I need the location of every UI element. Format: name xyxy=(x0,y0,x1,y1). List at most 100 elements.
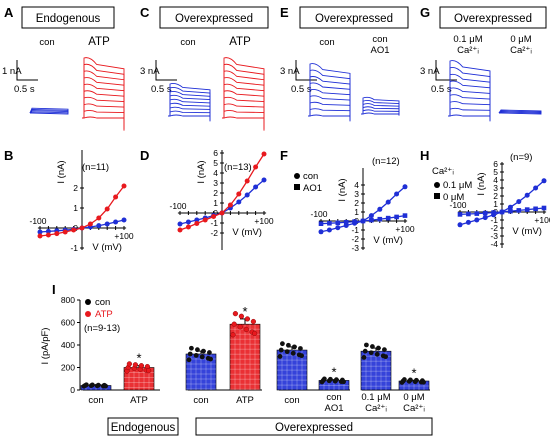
bar-data-point xyxy=(383,354,388,360)
y-axis-label: I (nA) xyxy=(196,160,207,183)
bar-data-point xyxy=(376,345,381,351)
legend-ca01-marker xyxy=(434,182,440,188)
svg-text:0.5 s: 0.5 s xyxy=(431,84,452,95)
significance-star: * xyxy=(136,351,141,366)
atp-trace xyxy=(82,77,125,127)
bar-data-point xyxy=(421,379,426,385)
atp-trace xyxy=(222,63,265,130)
panel-a-title: Endogenous xyxy=(36,13,101,25)
series-treat-point xyxy=(96,215,102,221)
y-tick-label: -1 xyxy=(490,215,498,225)
traces-g-zero-ca xyxy=(498,109,542,115)
bar-data-point xyxy=(238,313,245,319)
y-tick-label: 5 xyxy=(493,167,498,177)
y-tick-label: 1 xyxy=(493,199,498,209)
traces-e-control xyxy=(308,63,351,122)
bar-n-count: (n=9-13) xyxy=(84,323,120,334)
bar-data-point xyxy=(193,353,199,358)
bar-data-point xyxy=(250,318,257,325)
y-tick-label: 0 xyxy=(73,223,78,233)
y-tick-label: -2 xyxy=(351,234,359,244)
series-control-point xyxy=(104,221,110,227)
bar-data-point xyxy=(103,383,108,389)
series-treat-point xyxy=(236,191,242,197)
series-treat-point xyxy=(491,210,496,215)
series-control-point xyxy=(402,184,408,190)
panel-g-title: Overexpressed xyxy=(454,13,532,25)
series-treat-point xyxy=(541,205,547,211)
x-tick-label-pos: +100 xyxy=(254,216,273,226)
panel-c-cond2: ATP xyxy=(229,36,251,48)
series-treat-point xyxy=(45,232,51,238)
series-treat-point xyxy=(54,231,60,237)
traces-e-ao1 xyxy=(361,96,400,116)
bar-data-point xyxy=(286,342,291,348)
series-treat-point xyxy=(37,233,43,239)
series-control-point xyxy=(121,217,127,223)
control-trace xyxy=(448,80,491,120)
y-tick-label: 1 xyxy=(73,203,78,213)
y-axis-label: I (nA) xyxy=(476,172,487,195)
legend-ca01-label: 0.1 μM xyxy=(443,180,472,191)
y-tick-label: 5 xyxy=(213,158,218,168)
series-treat-point xyxy=(457,212,463,217)
y-tick-label: -1 xyxy=(70,243,78,253)
control-trace xyxy=(448,67,491,121)
bar-data-point xyxy=(252,330,258,337)
bar-category-label: con xyxy=(88,395,103,406)
series-control-point xyxy=(465,219,471,225)
y-tick-label: -3 xyxy=(490,231,498,241)
control-trace xyxy=(308,88,351,119)
legend-con-label: con xyxy=(303,171,318,182)
n-count: (n=12) xyxy=(372,156,400,167)
bar-category-label: con xyxy=(193,395,208,406)
series-control-point xyxy=(326,227,332,233)
bar-data-point xyxy=(382,347,387,353)
panel-c-scalebar: 3 nA 0.5 s xyxy=(140,60,177,95)
y-tick-label: 3 xyxy=(354,189,359,199)
series-control-point xyxy=(516,199,522,205)
bar-category-label: con xyxy=(326,392,341,403)
control-trace xyxy=(448,60,491,122)
series-control-point xyxy=(177,221,183,227)
series-control-point xyxy=(335,225,341,231)
series-treat-point xyxy=(533,206,538,212)
panel-g-cond1b: Ca²⁺ᵢ xyxy=(457,45,479,56)
bar-data-point xyxy=(207,350,212,355)
series-treat-point xyxy=(253,164,259,170)
flat-trace xyxy=(30,112,69,115)
series-control-point xyxy=(524,192,530,198)
panel-label-h: H xyxy=(420,148,429,163)
y-tick-label: -4 xyxy=(490,239,498,249)
bar-data-point xyxy=(138,363,145,369)
x-tick-label-neg: -100 xyxy=(29,216,46,226)
y-tick-label: 2 xyxy=(354,198,359,208)
significance-star: * xyxy=(411,365,416,380)
x-tick-label-neg: -100 xyxy=(449,200,466,210)
svg-text:3 nA: 3 nA xyxy=(140,66,160,77)
y-tick-label: 2 xyxy=(73,183,78,193)
bar-data-point xyxy=(414,377,419,383)
x-tick-label-pos: +100 xyxy=(114,231,133,241)
bar-y-tick-label: 0 xyxy=(70,385,75,395)
series-treat-point xyxy=(211,214,217,219)
series-treat-point xyxy=(121,183,127,189)
bar-data-point xyxy=(341,379,346,385)
series-treat-point xyxy=(343,219,349,225)
panel-label-c: C xyxy=(140,5,150,20)
bar-data-point xyxy=(292,344,297,350)
series-control-point xyxy=(368,213,374,219)
ao1-trace xyxy=(361,112,399,115)
svg-text:0.5 s: 0.5 s xyxy=(291,84,312,95)
bar-data-point xyxy=(280,341,285,347)
group-box-overexpressed xyxy=(195,417,433,436)
series-treat-point xyxy=(194,221,200,226)
series-treat-point xyxy=(227,202,233,208)
svg-text:0.5 s: 0.5 s xyxy=(151,84,172,95)
x-axis-label: V (mV) xyxy=(373,235,403,246)
legend-con-marker xyxy=(294,173,300,179)
series-control-point xyxy=(261,177,267,183)
series-treat-point xyxy=(474,211,480,216)
series-control-point xyxy=(113,219,119,225)
